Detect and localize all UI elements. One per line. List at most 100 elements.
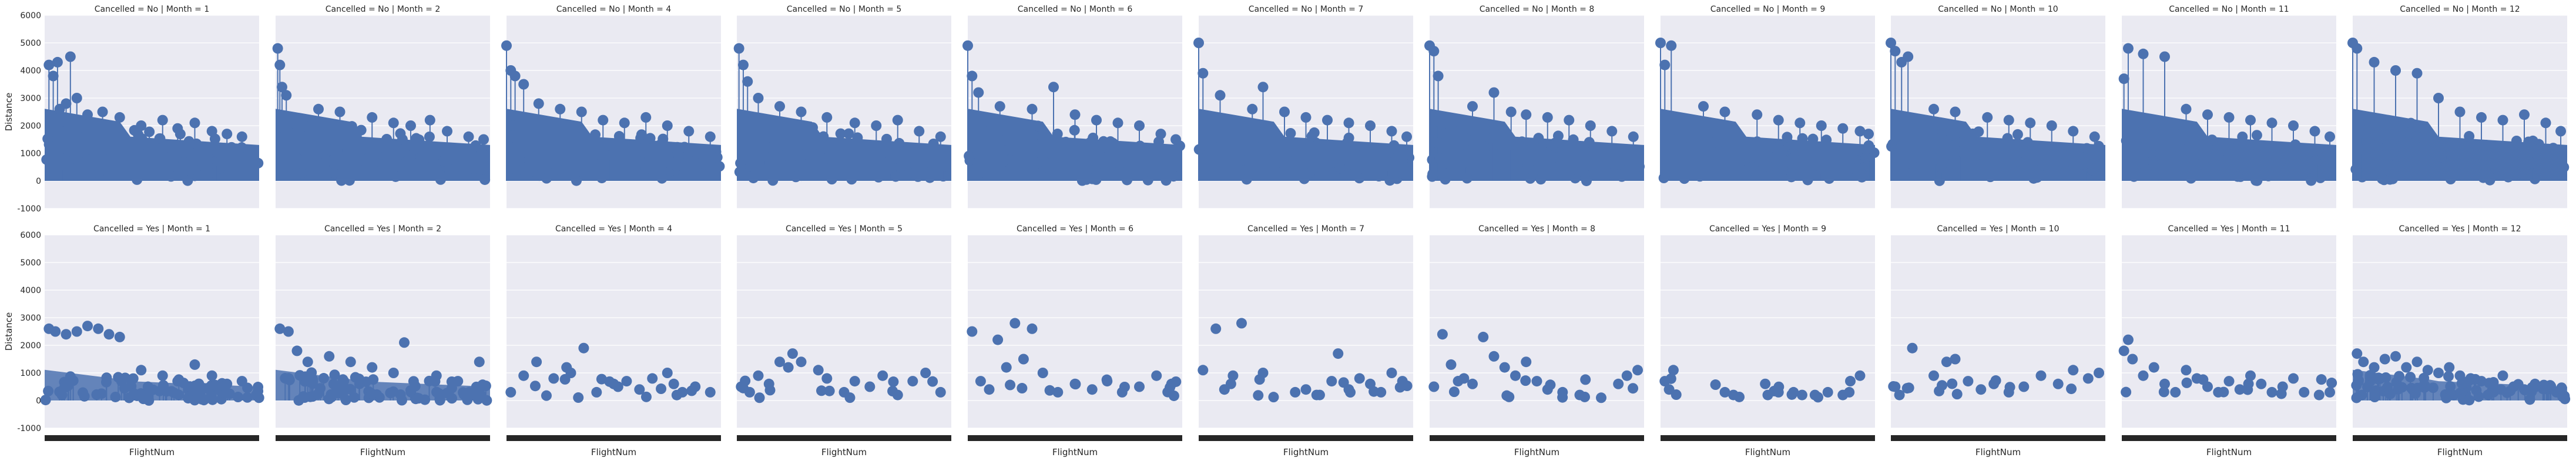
data-point — [1679, 173, 1690, 184]
data-point — [634, 384, 645, 395]
data-point — [1031, 157, 1042, 169]
data-point — [136, 133, 147, 144]
data-point — [2454, 370, 2466, 381]
data-point — [1680, 142, 1691, 153]
data-point — [1844, 386, 1855, 398]
data-point — [2503, 171, 2514, 183]
data-point — [93, 323, 104, 334]
data-point — [1268, 392, 1279, 403]
data-point — [2440, 145, 2451, 156]
data-point — [236, 376, 247, 387]
panel-title: Cancelled = Yes | Month = 1 — [93, 224, 210, 234]
y-tick-label: 4000 — [20, 286, 41, 295]
data-point — [1809, 389, 1820, 401]
data-point — [2316, 374, 2327, 385]
data-point — [2263, 170, 2274, 181]
data-point — [1215, 90, 1226, 101]
data-point — [1032, 120, 1044, 132]
data-point — [1856, 171, 1867, 183]
data-point — [514, 154, 525, 166]
data-point — [2155, 159, 2166, 170]
data-point — [2447, 157, 2458, 168]
panel-background — [968, 235, 1182, 428]
data-point — [348, 392, 360, 403]
data-point — [2540, 117, 2551, 129]
data-point — [1290, 386, 1301, 398]
y-tick-label: 6000 — [20, 231, 41, 240]
facet-panel: Cancelled = Yes | Month = 9 FlightNum — [1659, 224, 1875, 457]
data-point — [366, 388, 377, 399]
data-point — [1822, 386, 1833, 398]
data-point — [612, 381, 623, 392]
data-point — [442, 126, 452, 137]
data-point — [881, 133, 892, 144]
data-point — [762, 124, 773, 135]
data-point — [1458, 373, 1470, 384]
data-point — [1620, 165, 1631, 176]
x-tick-label-band — [737, 435, 951, 441]
data-point — [1465, 135, 1477, 146]
data-point — [388, 368, 399, 378]
data-point — [551, 164, 562, 175]
data-point — [318, 373, 329, 384]
data-point — [463, 131, 474, 142]
data-point — [1252, 126, 1263, 137]
data-point — [2118, 73, 2129, 85]
data-point — [360, 376, 371, 388]
data-point — [346, 121, 357, 132]
data-point — [1193, 38, 1204, 48]
data-point — [328, 167, 340, 179]
data-point — [2497, 115, 2508, 126]
panel-title: Cancelled = No | Month = 10 — [1938, 5, 2058, 14]
data-point — [668, 378, 679, 389]
data-point — [114, 112, 125, 123]
data-point — [1542, 112, 1553, 123]
data-point — [1005, 379, 1016, 391]
data-point — [570, 127, 581, 138]
data-point — [1306, 130, 1317, 142]
data-point — [71, 93, 82, 103]
data-point — [317, 147, 328, 159]
data-point — [1428, 381, 1440, 392]
data-point — [283, 373, 294, 384]
data-point — [1788, 153, 1799, 164]
data-point — [1300, 384, 1312, 395]
data-point — [390, 171, 401, 182]
data-point — [2382, 147, 2393, 158]
data-point — [1719, 386, 1730, 398]
data-point — [1241, 174, 1252, 185]
data-point — [1997, 155, 2008, 166]
data-point — [2121, 386, 2132, 398]
data-point — [2457, 139, 2468, 150]
data-point — [144, 126, 155, 137]
data-point — [2419, 379, 2430, 391]
data-point — [670, 143, 681, 154]
data-point — [533, 98, 544, 109]
data-point — [100, 376, 112, 388]
data-point — [935, 386, 946, 398]
data-point — [170, 142, 182, 153]
x-axis-label: FlightNum — [2437, 447, 2483, 457]
data-point — [465, 147, 477, 158]
data-point — [1300, 112, 1312, 123]
data-point — [1950, 354, 1961, 365]
data-point — [975, 376, 986, 387]
panel-title: Cancelled = No | Month = 11 — [2169, 5, 2289, 14]
data-point — [2422, 365, 2433, 376]
data-point — [1860, 152, 1871, 163]
data-point — [2147, 140, 2158, 152]
data-point — [2031, 172, 2042, 183]
data-point — [388, 117, 399, 129]
data-point — [2406, 117, 2417, 129]
data-point — [399, 337, 410, 348]
facet-panel: -1000 0 1000 2000 3000 4000 5000 6000 Cancelled … — [17, 224, 264, 457]
data-point — [2223, 376, 2235, 387]
data-point — [636, 129, 647, 140]
data-point — [2306, 175, 2317, 186]
data-point — [1802, 174, 1813, 186]
data-point — [2540, 381, 2551, 392]
data-point — [2245, 115, 2256, 126]
data-point — [2266, 386, 2278, 398]
panel-background — [1891, 235, 2105, 428]
data-point — [2487, 378, 2498, 389]
